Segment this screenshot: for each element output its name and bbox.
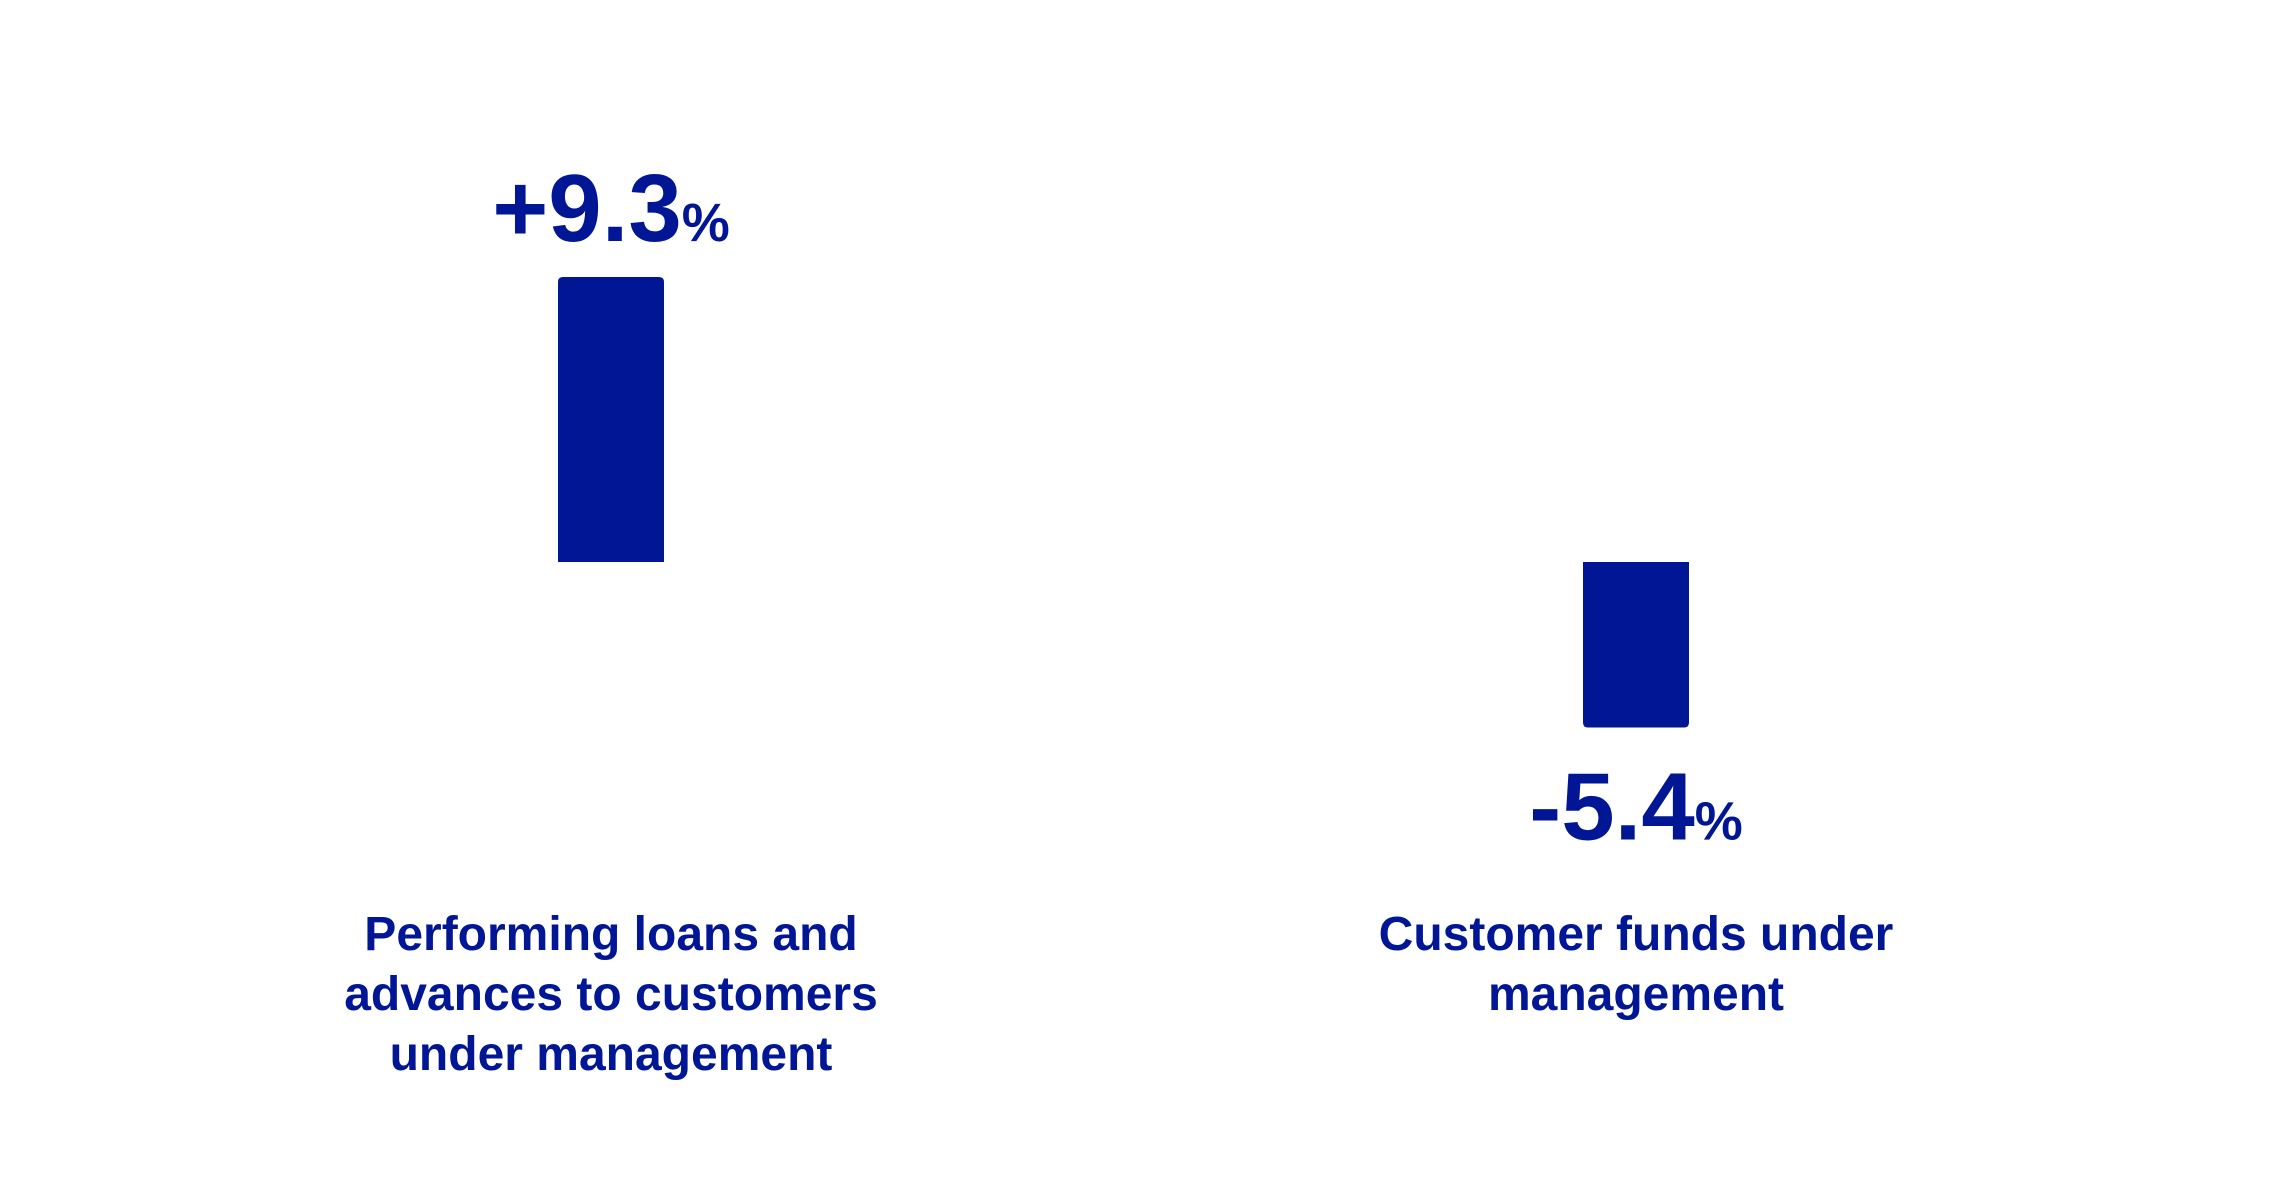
value-unit-1: %: [1695, 792, 1743, 852]
bar-1: [1583, 562, 1689, 728]
value-label-1: -5.4%: [1529, 754, 1742, 861]
value-number-0: +9.3: [492, 155, 682, 262]
value-label-0: +9.3%: [492, 155, 730, 262]
value-unit-0: %: [682, 193, 730, 253]
bar-0: [558, 276, 664, 562]
value-number-1: -5.4: [1529, 754, 1694, 861]
category-label-performing-loans: Performing loans and advances to custome…: [344, 908, 878, 1081]
category-label-customer-funds: Customer funds under management: [1378, 908, 1894, 1021]
